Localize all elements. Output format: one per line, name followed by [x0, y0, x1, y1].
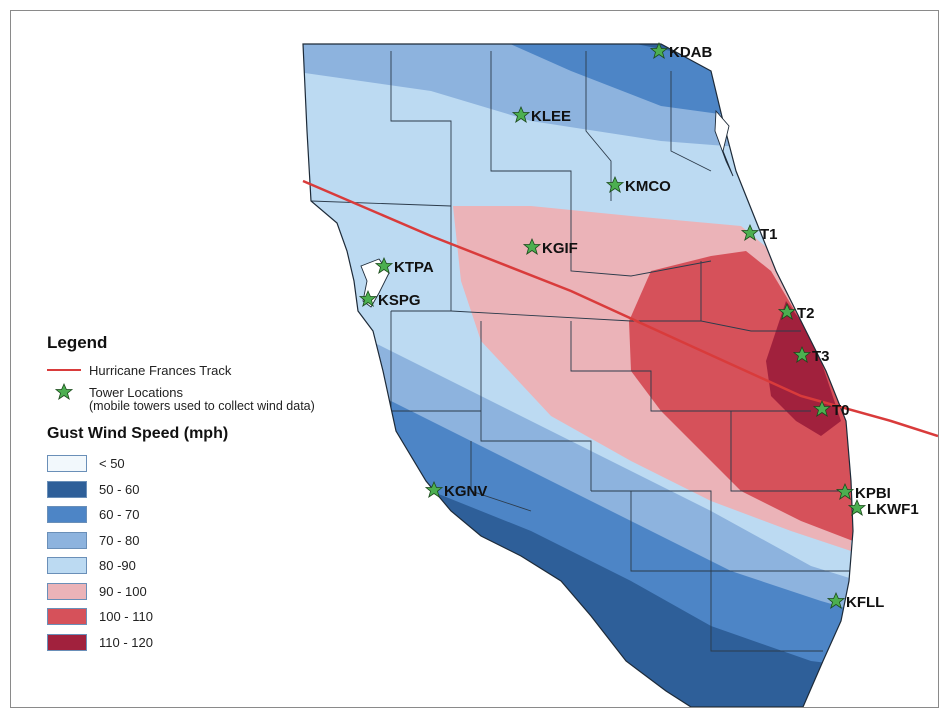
lake-okeechobee-shore: [714, 109, 734, 177]
tower-label-t2: T2: [797, 305, 815, 322]
tower-label-kgif: KGIF: [542, 240, 578, 257]
star-icon: [522, 237, 542, 255]
legend-track-row: Hurricane Frances Track: [47, 359, 377, 381]
tower-label-lkwf1: LKWF1: [867, 501, 919, 518]
star-icon: [358, 289, 378, 307]
legend-title: Legend: [47, 333, 108, 352]
legend-class-row: 50 - 60: [47, 477, 377, 503]
tower-label-ktpa: KTPA: [394, 259, 434, 276]
tower-label-kdab: KDAB: [669, 44, 712, 61]
legend-swatch: [47, 557, 87, 575]
legend-swatch: [47, 480, 87, 498]
legend-swatch: [47, 455, 87, 473]
star-icon: [792, 345, 812, 363]
tower-t0[interactable]: T0: [812, 399, 850, 419]
legend-class-row: 70 - 80: [47, 528, 377, 554]
tower-t3[interactable]: T3: [792, 345, 830, 365]
hurricane-track: [302, 179, 938, 438]
legend-class-row: 100 - 110: [47, 604, 377, 630]
star-icon: [740, 223, 760, 241]
tower-kspg[interactable]: KSPG: [358, 289, 421, 309]
legend-class-row: 90 - 100: [47, 579, 377, 605]
tower-kmco[interactable]: KMCO: [605, 175, 671, 195]
track-line-icon: [47, 369, 81, 371]
legend-swatch: [47, 506, 87, 524]
legend-class-row: 80 -90: [47, 553, 377, 579]
tower-label-t0: T0: [832, 402, 850, 419]
star-icon: [54, 382, 74, 400]
tower-kgif[interactable]: KGIF: [522, 237, 578, 257]
star-icon: [812, 399, 832, 417]
tower-kfll[interactable]: KFLL: [826, 591, 884, 611]
legend-gust-title: Gust Wind Speed (mph): [47, 425, 229, 442]
legend-class-row: 60 - 70: [47, 502, 377, 528]
legend: Legend Hurricane Frances Track Tower Loc…: [47, 333, 377, 655]
tower-klee[interactable]: KLEE: [511, 105, 571, 125]
tower-kpbi[interactable]: KPBI: [835, 482, 891, 502]
legend-track-label: Hurricane Frances Track: [89, 362, 232, 378]
legend-class-label: 50 - 60: [99, 481, 140, 497]
star-icon: [649, 41, 669, 59]
legend-tower-row: Tower Locations: [47, 381, 377, 403]
legend-class-label: 110 - 120: [99, 634, 153, 650]
legend-class-list: < 50 50 - 60 60 - 70 70 - 80 80 -90 90 - 100 1…: [47, 451, 377, 655]
legend-tower-label: Tower Locations: [89, 384, 183, 400]
tower-label-klee: KLEE: [531, 108, 571, 125]
legend-class-label: 80 -90: [99, 558, 136, 574]
star-icon: [605, 175, 625, 193]
tower-kdab[interactable]: KDAB: [649, 41, 712, 61]
tower-label-kfll: KFLL: [846, 594, 884, 611]
tower-ktpa[interactable]: KTPA: [374, 256, 434, 276]
tower-t2[interactable]: T2: [777, 302, 815, 322]
county-boundaries: [310, 51, 851, 652]
legend-class-label: 90 - 100: [99, 583, 147, 599]
legend-class-label: 60 - 70: [99, 507, 140, 523]
star-icon: [826, 591, 846, 609]
tower-label-kspg: KSPG: [378, 292, 421, 309]
map-frame: KDAB KLEE KMCO T1 KGIF KTPA: [10, 10, 939, 708]
star-icon: [777, 302, 797, 320]
legend-class-label: 100 - 110: [99, 609, 153, 625]
tower-label-t1: T1: [760, 226, 778, 243]
wind-zones: [303, 44, 853, 707]
tower-label-kgnv: KGNV: [444, 483, 487, 500]
star-icon: [835, 482, 855, 500]
legend-swatch: [47, 608, 87, 626]
tower-label-kpbi: KPBI: [855, 485, 891, 502]
tower-t1[interactable]: T1: [740, 223, 778, 243]
legend-swatch: [47, 582, 87, 600]
star-icon: [511, 105, 531, 123]
star-icon: [847, 498, 867, 516]
legend-swatch: [47, 633, 87, 651]
star-icon: [374, 256, 394, 274]
legend-class-label: < 50: [99, 456, 125, 472]
star-icon: [424, 480, 444, 498]
tower-label-t3: T3: [812, 348, 830, 365]
tower-markers: KDAB KLEE KMCO T1 KGIF KTPA: [358, 41, 919, 611]
legend-class-row: < 50: [47, 451, 377, 477]
tower-lkwf1[interactable]: LKWF1: [847, 498, 919, 518]
legend-class-label: 70 - 80: [99, 532, 140, 548]
tower-kgnv[interactable]: KGNV: [424, 480, 487, 500]
wind-map: KDAB KLEE KMCO T1 KGIF KTPA: [302, 41, 938, 707]
legend-swatch: [47, 531, 87, 549]
legend-class-row: 110 - 120: [47, 630, 377, 656]
tower-label-kmco: KMCO: [625, 178, 671, 195]
coastline: [302, 43, 854, 707]
legend-tower-note: (mobile towers used to collect wind data…: [89, 399, 315, 413]
